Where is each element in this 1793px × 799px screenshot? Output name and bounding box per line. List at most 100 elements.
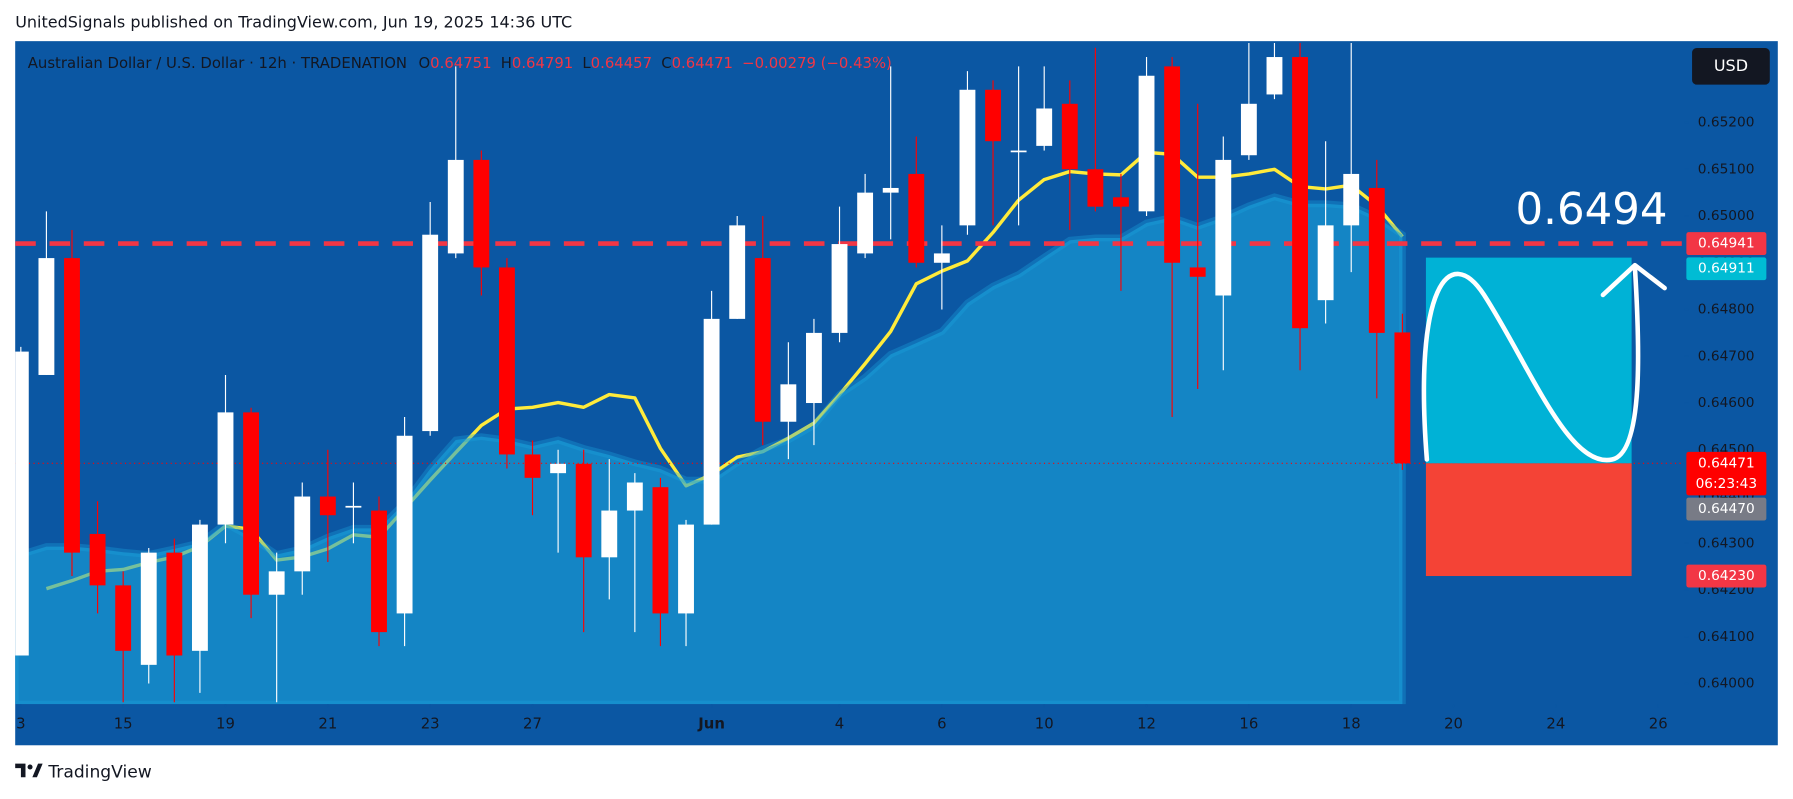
price-label-box	[1686, 564, 1767, 588]
candle-body	[678, 524, 694, 614]
y-tick-label: 0.64800	[1698, 302, 1755, 318]
legend-value: 0.64751	[430, 54, 491, 72]
tradingview-logo	[15, 763, 43, 778]
footer-brand: TradingView	[47, 763, 151, 783]
price-label: 0.64470	[1698, 501, 1755, 517]
candle-body	[1266, 57, 1283, 95]
bar-countdown: 06:23:43	[1696, 476, 1758, 492]
x-tick-label: 16	[1239, 715, 1258, 733]
logo-slash	[32, 763, 43, 778]
candle-body	[575, 463, 592, 558]
candle-body	[780, 384, 797, 422]
candle-body	[243, 412, 260, 595]
x-tick-label: 10	[1035, 715, 1054, 733]
candle-body	[422, 234, 439, 432]
candle-body	[1317, 225, 1334, 301]
candle-body	[985, 89, 1001, 142]
legend-key: L	[582, 54, 591, 72]
candle-body	[652, 487, 669, 614]
candle-body	[550, 463, 567, 474]
candle-body	[703, 318, 720, 525]
candle-body	[473, 159, 490, 268]
price-label-box	[1686, 232, 1767, 256]
moving-average-area	[15, 193, 1406, 705]
legend-key: C	[661, 54, 671, 72]
candle-body	[294, 496, 311, 572]
price-label: 0.64911	[1698, 261, 1755, 277]
candle-body	[1240, 103, 1257, 156]
price-label: 0.64230	[1698, 568, 1755, 584]
price-label-box	[1686, 257, 1767, 281]
y-tick-label: 0.64700	[1698, 348, 1755, 364]
x-tick-label: Jun	[697, 715, 725, 733]
price-label-box	[1686, 451, 1767, 496]
candle-body	[1138, 75, 1155, 212]
y-tick-label: 0.65200	[1698, 115, 1755, 131]
x-tick-label: 26	[1649, 715, 1668, 733]
logo-mark	[15, 763, 26, 778]
y-tick-label: 0.64100	[1698, 629, 1755, 645]
stop-zone	[1425, 463, 1632, 577]
target-zone	[1425, 257, 1632, 464]
candle-body	[319, 496, 336, 516]
price-label: 0.64941	[1698, 236, 1755, 252]
candle-body	[1010, 150, 1027, 153]
logo-dot	[27, 764, 33, 770]
x-tick-label: 20	[1444, 715, 1463, 733]
candle-body	[268, 571, 285, 595]
y-tick-label: 0.65100	[1698, 161, 1755, 177]
candle-body	[1343, 173, 1360, 226]
overlay-layer: 0.6494	[1421, 185, 1668, 577]
x-tick-label: 6	[937, 715, 946, 733]
candle-body	[1061, 103, 1078, 170]
legend-value: 0.64471	[672, 54, 733, 72]
candle-body	[806, 332, 822, 404]
legend-key: O	[418, 54, 430, 72]
x-tick-label: 12	[1137, 715, 1156, 733]
candle-body	[1394, 332, 1411, 464]
y-tick-label: 0.65000	[1698, 208, 1755, 224]
x-tick-label: 19	[216, 715, 235, 733]
drawn-arrowhead	[1600, 262, 1667, 298]
candle-body	[626, 482, 643, 511]
y-tick-label: 0.64300	[1698, 535, 1755, 551]
candle-body	[831, 244, 848, 333]
price-label: 0.64471	[1698, 455, 1755, 471]
candle-body	[447, 159, 464, 254]
candle-body	[908, 173, 925, 263]
x-tick-label: 27	[523, 715, 542, 733]
y-tick-label: 0.64000	[1698, 676, 1755, 692]
candle-body	[933, 253, 950, 263]
drawn-curve	[1421, 265, 1641, 463]
candle-body	[217, 412, 234, 525]
candle-body	[371, 510, 387, 633]
price-label-layer: 0.64941 0.64911 0.64471 06:23:43 0.64470 0.64…	[1686, 232, 1767, 588]
x-tick-label: 24	[1546, 715, 1565, 733]
x-tick-label: 15	[114, 715, 133, 733]
publisher-line: UnitedSignals published on TradingView.c…	[15, 12, 572, 31]
target-annotation: 0.6494	[1516, 185, 1668, 235]
legend-key: H	[501, 54, 512, 72]
candle-body	[140, 552, 157, 665]
plot-layer	[15, 43, 1685, 705]
candle-body	[524, 454, 541, 478]
currency-badge	[1692, 48, 1770, 85]
legend-value: 0.64791	[512, 54, 573, 72]
candle-body	[882, 187, 899, 193]
candle-body	[396, 435, 413, 614]
candle-body	[1113, 197, 1129, 207]
candle-body	[64, 258, 80, 553]
candle-body	[166, 552, 183, 656]
candle-body	[38, 258, 55, 375]
candle-body	[345, 505, 362, 508]
legend-symbol: Australian Dollar / U.S. Dollar · 12h · …	[28, 54, 407, 72]
candle-body	[89, 533, 106, 586]
candle-body	[1036, 108, 1053, 146]
candle-body	[754, 258, 771, 422]
currency-label: USD	[1714, 56, 1748, 75]
x-tick-label: 4	[835, 715, 844, 733]
candle-body	[959, 89, 976, 226]
candle-body	[857, 192, 874, 254]
legend-change: −0.00279 (−0.43%)	[742, 54, 892, 72]
